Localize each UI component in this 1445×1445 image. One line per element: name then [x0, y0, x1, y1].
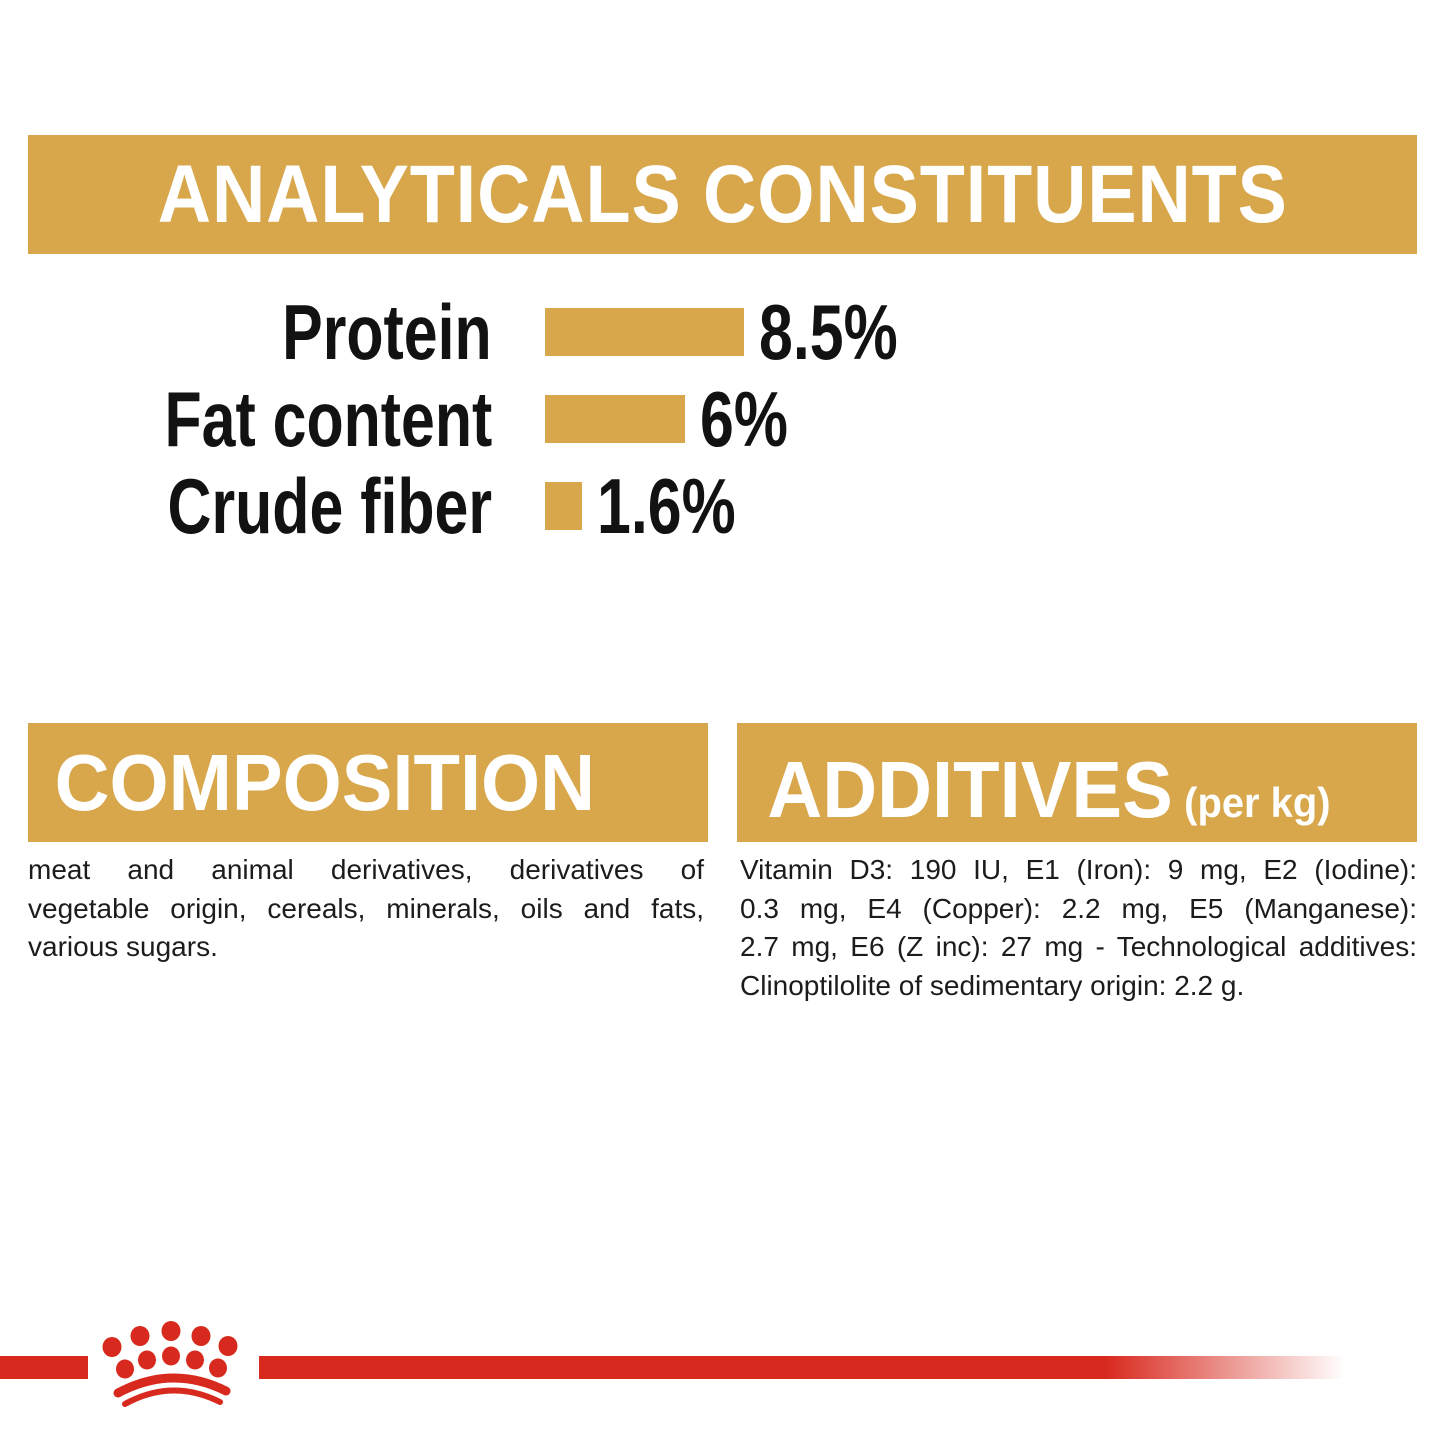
- composition-line: various sugars.: [28, 931, 218, 962]
- chart-value-protein: 8.5%: [758, 287, 898, 376]
- footer-stripe-left-segment: [0, 1356, 88, 1379]
- footer-stripe-right-segment: [259, 1356, 1345, 1379]
- additives-line: Clinoptilolite of sedimentary origin: 2.…: [740, 969, 1245, 1001]
- additives-text: Vitamin D3: 190 IU, E1 (Iron): 9 mg, E2 …: [740, 851, 1417, 1005]
- chart-bar-fat: [545, 395, 686, 443]
- chart-row-protein: Protein 8.5%: [0, 288, 1445, 376]
- chart-bar-fiber: [545, 482, 583, 530]
- additives-title-suffix: (per kg): [1184, 779, 1331, 826]
- composition-text: meat and animal derivatives, derivatives…: [28, 851, 704, 967]
- composition-line: meat and animal derivatives, derivatives…: [28, 854, 704, 885]
- composition-title: COMPOSITION: [54, 737, 596, 827]
- royal-canin-crown-icon: [102, 1321, 238, 1407]
- additives-banner: ADDITIVES (per kg): [737, 723, 1417, 842]
- chart-label-fiber: Crude fiber: [167, 461, 492, 550]
- analyticals-title: ANALYTICALS CONSTITUENTS: [157, 148, 1288, 240]
- analyticals-banner: ANALYTICALS CONSTITUENTS: [28, 135, 1417, 254]
- chart-row-fiber: Crude fiber 1.6%: [0, 462, 1445, 550]
- chart-row-fat: Fat content 6%: [0, 375, 1445, 463]
- composition-line: vegetable origin, cereals, minerals, oil…: [28, 892, 704, 924]
- chart-label-fat: Fat content: [164, 374, 492, 463]
- additives-line: 2.7 mg, E6 (Z inc): 27 mg - Technologica…: [740, 931, 1417, 962]
- additives-title: ADDITIVES: [767, 745, 1173, 834]
- additives-line: Vitamin D3: 190 IU, E1 (Iron): 9 mg, E2 …: [740, 854, 1417, 885]
- chart-bar-protein: [545, 308, 744, 356]
- chart-label-protein: Protein: [282, 287, 492, 376]
- additives-line: 0.3 mg, E4 (Copper): 2.2 mg, E5 (Mangane…: [740, 892, 1417, 924]
- chart-value-fat: 6%: [700, 374, 789, 463]
- chart-value-fiber: 1.6%: [597, 461, 737, 550]
- composition-banner: COMPOSITION: [28, 723, 708, 842]
